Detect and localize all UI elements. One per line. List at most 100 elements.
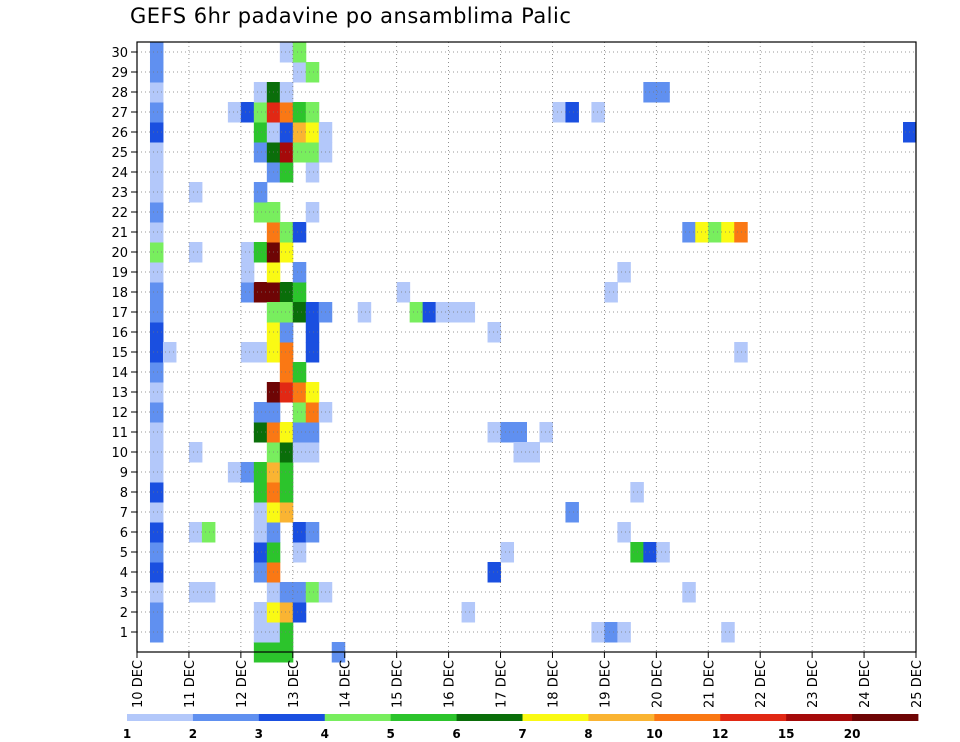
- heatmap-cell: [500, 542, 515, 563]
- y-tick-label: 6: [120, 526, 128, 541]
- colorbar-label: 10: [646, 727, 663, 741]
- heatmap-cell: [279, 582, 294, 603]
- heatmap-cell: [149, 282, 164, 303]
- y-tick-label: 19: [111, 266, 128, 281]
- y-tick-label: 5: [120, 546, 128, 561]
- heatmap-cell: [253, 462, 268, 483]
- heatmap-cell: [565, 502, 579, 523]
- y-tick-label: 14: [111, 366, 128, 381]
- heatmap-cell: [253, 522, 268, 543]
- heatmap-cell: [253, 482, 268, 503]
- heatmap-cell: [292, 422, 307, 443]
- heatmap-cell: [149, 322, 164, 343]
- heatmap-cell: [149, 262, 164, 283]
- heatmap-cell: [279, 82, 294, 103]
- heatmap-cell: [513, 422, 527, 443]
- heatmap-cell: [253, 202, 268, 223]
- heatmap-cell: [279, 142, 294, 163]
- heatmap-cell: [253, 622, 268, 643]
- heatmap-cell: [409, 302, 424, 323]
- y-tick-label: 24: [111, 166, 128, 181]
- heatmap-cell: [149, 42, 164, 63]
- heatmap-cell: [188, 582, 203, 603]
- colorbar-label: 5: [386, 727, 394, 741]
- heatmap-cell: [292, 582, 307, 603]
- y-tick-label: 16: [111, 326, 128, 341]
- heatmap-cell: [513, 442, 527, 463]
- y-tick-label: 25: [111, 146, 128, 161]
- x-tick-label: 23 DEC: [806, 660, 821, 708]
- heatmap-cell: [292, 302, 307, 323]
- heatmap-cell: [279, 302, 294, 323]
- heatmap-cell: [279, 282, 294, 303]
- colorbar-label: 4: [321, 727, 329, 741]
- heatmap-cell: [279, 162, 294, 183]
- colorbar-label: 15: [778, 727, 795, 741]
- heatmap-cell: [279, 122, 294, 143]
- x-axis: 10 DEC 11 DEC 12 DEC 13 DEC 14 DEC 15 DEC 16 D…: [131, 652, 925, 708]
- heatmap-cell: [253, 562, 268, 583]
- heatmap-cell: [149, 482, 164, 503]
- colorbar-label: 8: [584, 727, 592, 741]
- heatmap-cell: [240, 462, 255, 483]
- heatmap-cell: [279, 342, 294, 363]
- heatmap-cell: [279, 622, 294, 643]
- heatmap-cell: [149, 302, 164, 323]
- heatmap-cell: [149, 142, 164, 163]
- heatmap-cell: [253, 282, 268, 303]
- heatmap-cell: [240, 342, 255, 363]
- x-tick-label: 24 DEC: [858, 660, 873, 708]
- colorbar-swatch: [127, 714, 194, 721]
- colorbar-label: 1: [123, 727, 131, 741]
- colorbar-label: 20: [844, 727, 861, 741]
- heatmap-cell: [149, 622, 164, 643]
- heatmap-cell: [591, 622, 605, 643]
- heatmap-cell: [149, 242, 164, 263]
- heatmap-cell: [253, 82, 268, 103]
- heatmap-cell: [305, 122, 320, 143]
- heatmap-cell: [643, 542, 657, 563]
- heatmap-cell: [305, 402, 320, 423]
- heatmap-cell: [279, 242, 294, 263]
- x-tick-label: 15 DEC: [391, 660, 406, 708]
- x-tick-label: 21 DEC: [702, 660, 717, 708]
- y-tick-label: 21: [111, 226, 128, 241]
- heatmap-cell: [292, 102, 307, 123]
- heatmap-cell: [279, 422, 294, 443]
- heatmap-cell: [617, 262, 631, 283]
- heatmap-cell: [292, 122, 307, 143]
- heatmap-cell: [149, 502, 164, 523]
- colorbar-label: 3: [255, 727, 263, 741]
- heatmap-cell: [149, 82, 164, 103]
- heatmap-cell: [227, 462, 242, 483]
- heatmap-cell: [149, 562, 164, 583]
- x-tick-label: 13 DEC: [287, 660, 302, 708]
- heatmap-cell: [279, 222, 294, 243]
- heatmap-cell: [149, 182, 164, 203]
- y-tick-label: 4: [120, 566, 128, 581]
- heatmap-cell: [149, 462, 164, 483]
- heatmap-cell: [149, 62, 164, 83]
- colorbar-swatch: [588, 714, 655, 721]
- heatmap-cell: [227, 102, 242, 123]
- heatmap-cell: [253, 142, 268, 163]
- heatmap-cell: [279, 602, 294, 623]
- heatmap-cell: [149, 222, 164, 243]
- heatmap-cell: [695, 222, 709, 243]
- x-tick-label: 10 DEC: [131, 660, 146, 708]
- colorbar-swatch: [786, 714, 853, 721]
- y-tick-label: 22: [111, 206, 128, 221]
- heatmap-cell: [292, 42, 307, 63]
- plot-frame: [136, 41, 917, 653]
- heatmap-cell: [656, 82, 670, 103]
- heatmap-cell: [305, 382, 320, 403]
- y-tick-label: 27: [111, 106, 128, 121]
- heatmap-cell: [253, 422, 268, 443]
- heatmap-cell: [461, 602, 476, 623]
- heatmap-cell: [552, 102, 566, 123]
- heatmap-cell: [734, 222, 748, 243]
- y-axis: 1234567891011121314151617181920212223242…: [111, 46, 137, 641]
- heatmap-cell: [292, 62, 307, 83]
- heatmap-cell: [448, 302, 463, 323]
- y-tick-label: 28: [111, 86, 128, 101]
